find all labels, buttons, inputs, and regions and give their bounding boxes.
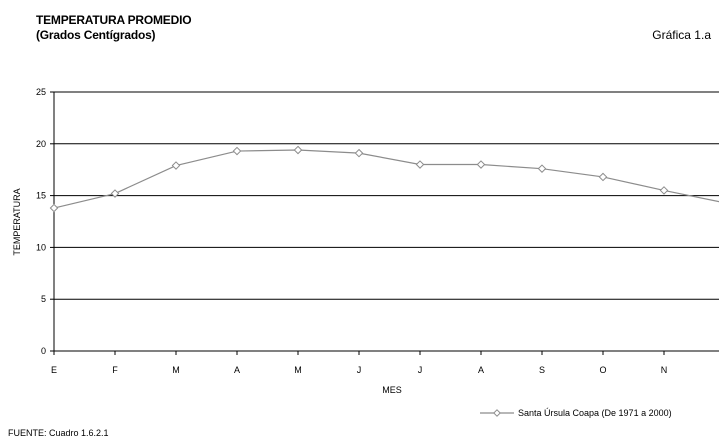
y-tick-label: 15 <box>36 191 46 201</box>
legend-label: Santa Úrsula Coapa (De 1971 a 2000) <box>518 408 672 418</box>
data-point <box>171 161 181 170</box>
x-tick-label: N <box>661 365 668 375</box>
chart-title-line2: (Grados Centígrados) <box>36 28 156 42</box>
x-tick-label: A <box>478 365 484 375</box>
data-point <box>110 189 120 198</box>
data-point <box>232 146 242 156</box>
data-point <box>598 172 608 182</box>
x-tick-label: A <box>234 365 240 375</box>
data-point <box>415 160 425 169</box>
data-point <box>537 164 547 173</box>
data-point <box>49 203 59 213</box>
x-tick-label: M <box>172 365 180 375</box>
y-tick-label: 10 <box>36 242 46 252</box>
y-axis-label: TEMPERATURA <box>12 188 22 255</box>
y-tick-label: 0 <box>41 346 46 356</box>
y-tick-label: 20 <box>36 139 46 149</box>
x-tick-label: E <box>51 365 57 375</box>
x-tick-label: J <box>418 365 423 375</box>
x-tick-label: M <box>294 365 302 375</box>
legend-marker <box>493 409 501 417</box>
graph-id: Gráfica 1.a <box>652 28 711 42</box>
x-tick-label: S <box>539 365 545 375</box>
x-tick-label: J <box>357 365 362 375</box>
chart-title-line1: TEMPERATURA PROMEDIO <box>36 13 192 27</box>
chart-title: TEMPERATURA PROMEDIO (Grados Centígrados… <box>36 13 192 43</box>
series-line <box>53 149 719 209</box>
source-note: FUENTE: Cuadro 1.6.2.1 <box>8 428 109 438</box>
x-axis-label: MES <box>382 385 402 395</box>
x-tick-label: F <box>112 365 118 375</box>
y-tick-label: 25 <box>36 87 46 97</box>
data-point <box>476 160 486 169</box>
data-point <box>354 148 364 158</box>
data-point <box>293 145 303 155</box>
y-tick-label: 5 <box>41 294 46 304</box>
x-tick-label: O <box>599 365 606 375</box>
data-point <box>659 186 669 195</box>
